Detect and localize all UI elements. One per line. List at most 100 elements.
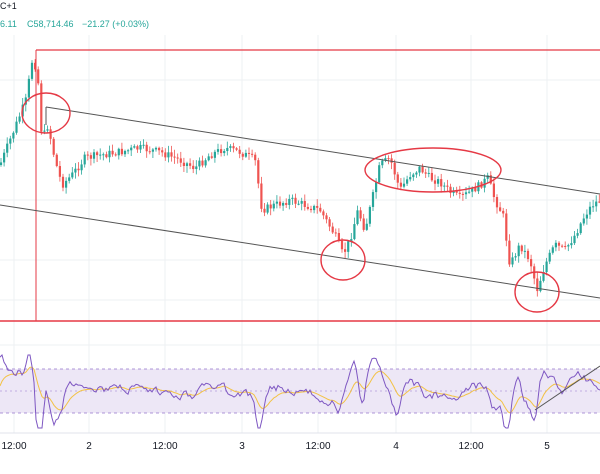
candle: [331, 222, 334, 235]
candle: [557, 241, 561, 251]
candle-body: [595, 201, 598, 207]
candle-body: [350, 239, 353, 242]
candle: [579, 222, 582, 235]
candle-body: [223, 151, 226, 154]
candle: [309, 205, 313, 213]
candle: [195, 160, 198, 175]
candle-body: [185, 163, 189, 166]
candle: [260, 176, 263, 213]
candle-body: [334, 232, 337, 234]
candle-body: [567, 245, 570, 247]
candle: [201, 155, 204, 168]
candle-body: [440, 179, 443, 187]
candle-body: [359, 210, 362, 219]
candle-body: [415, 172, 418, 175]
candle-body: [241, 153, 244, 157]
candle: [170, 145, 173, 162]
candle: [517, 242, 520, 263]
swing-low-circle-2[interactable]: [514, 271, 560, 313]
candle: [68, 173, 71, 184]
candle: [443, 182, 446, 193]
candle: [86, 151, 89, 161]
candle-body: [226, 147, 229, 152]
candle: [55, 153, 58, 168]
candle: [489, 171, 492, 185]
swing-high-circle-2[interactable]: [364, 147, 502, 193]
candle: [412, 172, 415, 181]
candle-body: [235, 148, 238, 150]
candle: [127, 148, 130, 155]
candle: [257, 157, 260, 189]
candle-body: [6, 143, 9, 153]
candle-body: [52, 138, 55, 155]
candle: [387, 155, 390, 165]
channel-lower-line[interactable]: [0, 204, 600, 299]
candle: [30, 60, 34, 81]
candle-body: [30, 62, 34, 79]
candle-body: [27, 78, 30, 98]
candle-body: [254, 154, 257, 161]
descending-channel[interactable]: [0, 106, 600, 299]
candle-body: [232, 146, 235, 149]
rsi-line: [0, 354, 600, 429]
candle: [102, 152, 105, 161]
candle: [291, 194, 294, 205]
candle-body: [303, 201, 306, 207]
swing-low-circle-1[interactable]: [320, 239, 366, 281]
candle-body: [585, 214, 588, 219]
candle: [18, 112, 21, 124]
candle: [536, 272, 539, 297]
candle-body: [102, 154, 105, 156]
candle-body: [461, 193, 464, 195]
candle: [288, 194, 291, 210]
candle-body: [55, 154, 58, 167]
candle: [322, 209, 325, 220]
candle: [235, 147, 238, 152]
candle-body: [437, 179, 440, 184]
candle-body: [424, 172, 427, 174]
candle: [502, 207, 505, 218]
candle-body: [80, 164, 83, 171]
rsi-trendline[interactable]: [534, 365, 600, 411]
candle: [176, 153, 179, 164]
channel-upper-line[interactable]: [45, 106, 600, 195]
candle-body: [412, 174, 415, 178]
candle: [266, 202, 269, 215]
candle: [198, 157, 201, 171]
candle-body: [530, 259, 533, 267]
candle: [294, 193, 297, 208]
candle: [167, 145, 170, 163]
candle-body: [18, 116, 21, 122]
candle-body: [545, 261, 548, 272]
candle: [130, 144, 133, 157]
candle: [269, 200, 272, 216]
candle: [192, 160, 195, 174]
candle-body: [471, 187, 474, 192]
candle-body: [145, 144, 148, 152]
candle: [585, 209, 588, 225]
candle-body: [182, 162, 185, 166]
candle-body: [446, 185, 449, 187]
candle: [182, 157, 185, 172]
candle-body: [179, 158, 182, 163]
candle-body: [71, 172, 74, 178]
candle-body: [464, 192, 468, 195]
candle-body: [319, 207, 322, 212]
candle: [179, 151, 182, 167]
swing-high-circle-1[interactable]: [21, 92, 71, 134]
candle: [440, 173, 443, 193]
candle-body: [176, 157, 179, 159]
candle: [52, 137, 55, 158]
range-box[interactable]: [0, 49, 600, 322]
candle-body: [573, 235, 576, 244]
candle: [393, 159, 396, 180]
candle: [83, 151, 86, 168]
time-label-8: 5: [544, 441, 550, 452]
candle: [303, 194, 306, 211]
candle-body: [216, 149, 220, 152]
candle-body: [570, 243, 573, 246]
candle: [96, 150, 99, 163]
annotation-circles[interactable]: [21, 92, 560, 313]
candle: [142, 139, 145, 149]
